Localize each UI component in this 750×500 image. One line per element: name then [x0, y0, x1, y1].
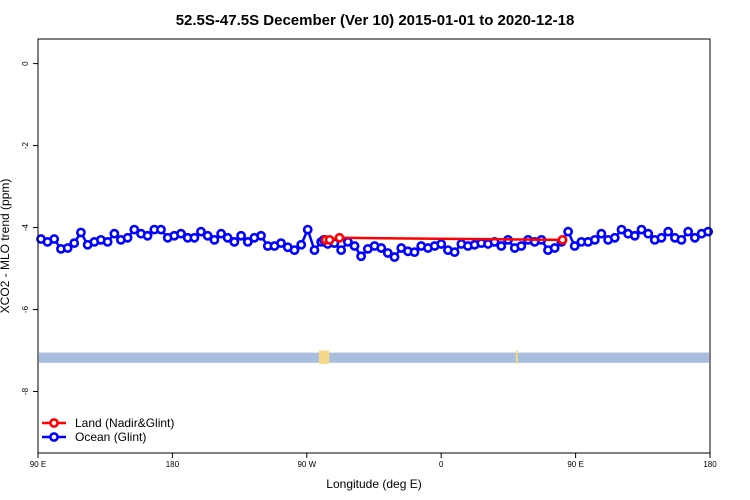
data-point: [549, 243, 560, 253]
chart-title: 52.5S-47.5S December (Ver 10) 2015-01-01…: [176, 12, 575, 29]
data-point: [557, 234, 568, 245]
data-point: [189, 232, 200, 243]
data-point: [142, 230, 153, 241]
data-point: [62, 243, 73, 253]
legend-item: Ocean (Glint): [42, 430, 146, 444]
plot-frame: [37, 38, 711, 454]
data-point: [349, 241, 360, 251]
data-point: [683, 226, 694, 237]
data-point: [76, 227, 86, 238]
data-point: [449, 247, 460, 258]
legend-label: Land (Nadir&Glint): [75, 416, 174, 430]
data-point: [676, 234, 687, 245]
data-point: [202, 230, 213, 241]
data-point: [276, 238, 286, 249]
data-point: [656, 232, 667, 243]
series-land: [320, 232, 568, 245]
data-point: [209, 234, 220, 245]
x-tick-label: 180: [166, 460, 180, 469]
data-point: [589, 234, 600, 245]
map-strip: [39, 350, 709, 364]
x-tick-label: 0: [439, 460, 444, 469]
data-point: [196, 226, 206, 237]
data-point: [102, 237, 113, 247]
data-point: [296, 239, 307, 250]
data-point: [643, 228, 654, 239]
y-tick-label: -8: [21, 387, 30, 395]
x-tick-label: 90 W: [297, 460, 316, 469]
y-tick-label: -4: [21, 223, 30, 231]
data-point: [309, 245, 320, 255]
data-point: [663, 226, 674, 237]
data-point: [569, 241, 580, 251]
data-point: [256, 230, 266, 241]
y-axis: 0 -2 -4 -6 -8: [21, 61, 38, 395]
data-point: [703, 226, 714, 237]
y-axis-label: XCO2 - MLO trend (ppm): [0, 179, 12, 314]
y-tick-label: -2: [21, 141, 30, 149]
legend-item: Land (Nadir&Glint): [42, 416, 174, 430]
x-tick-label: 180: [703, 460, 717, 469]
data-point: [356, 251, 367, 262]
data-point: [563, 226, 574, 237]
data-point: [109, 228, 120, 239]
data-point: [376, 243, 387, 253]
data-point: [689, 232, 700, 243]
x-tick-label: 90 E: [567, 460, 583, 469]
legend-label: Ocean (Glint): [75, 430, 146, 444]
data-point: [156, 224, 166, 235]
data-point: [389, 252, 400, 262]
y-tick-label: 0: [21, 61, 30, 66]
ocean-strip: [39, 352, 709, 363]
data-point: [242, 237, 253, 247]
data-point: [122, 232, 133, 243]
data-point: [69, 238, 80, 249]
data-point: [229, 237, 240, 247]
x-axis: 90 E 180 90 W 0 90 E 180: [30, 453, 717, 469]
series-ocean: [36, 224, 714, 262]
data-point: [636, 224, 647, 235]
data-point: [629, 230, 640, 241]
data-point: [289, 245, 300, 255]
data-point: [129, 224, 140, 235]
data-point: [236, 230, 246, 241]
data-point: [436, 239, 447, 249]
data-point: [176, 228, 186, 239]
data-point: [616, 224, 627, 235]
y-tick-label: -6: [21, 305, 30, 313]
data-point: [336, 245, 347, 255]
data-point: [222, 232, 233, 243]
data-point: [302, 224, 313, 235]
data-point: [334, 232, 345, 243]
data-point: [382, 248, 393, 258]
x-axis-label: Longitude (deg E): [326, 477, 421, 491]
series-layer: [36, 224, 714, 262]
land-patch: [318, 350, 330, 364]
legend-swatch-marker: [49, 418, 59, 428]
data-point: [609, 232, 620, 243]
legend: Land (Nadir&Glint)Ocean (Glint): [42, 416, 174, 444]
data-point: [409, 247, 420, 258]
data-point: [496, 241, 507, 251]
data-point: [516, 241, 527, 251]
data-point: [216, 228, 227, 239]
x-tick-label: 90 E: [30, 460, 46, 469]
data-point: [49, 234, 60, 244]
land-patch: [515, 350, 518, 364]
data-point: [324, 234, 335, 245]
legend-swatch-marker: [49, 432, 59, 442]
data-point: [596, 228, 607, 239]
